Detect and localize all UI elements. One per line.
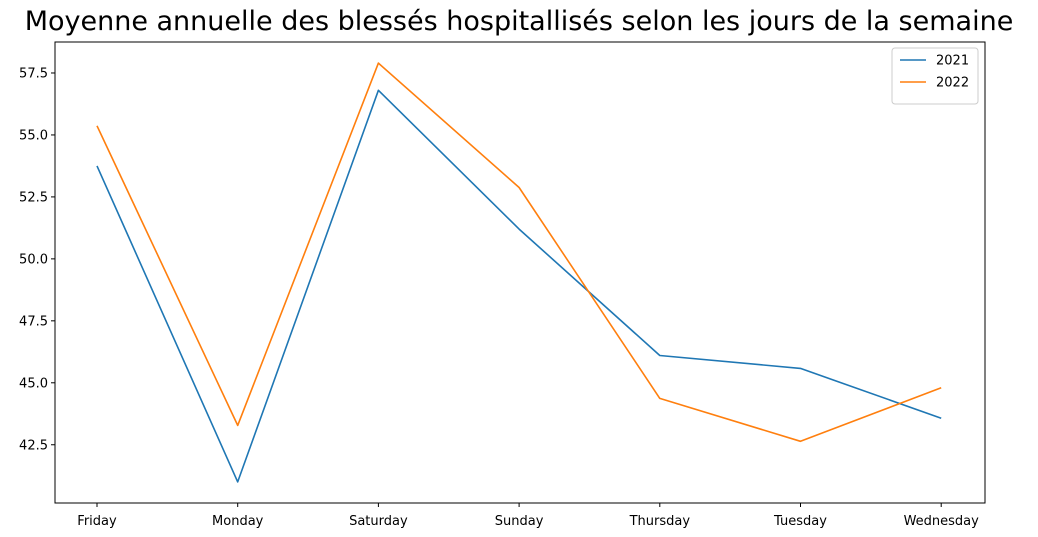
x-tick-label: Thursday [629, 514, 691, 529]
legend-box [891, 47, 979, 105]
legend-label-2021: 2021 [936, 54, 969, 69]
y-tick-label: 42.5 [19, 438, 48, 453]
x-tick-label: Friday [77, 514, 117, 529]
y-tick-label: 45.0 [19, 376, 48, 391]
legend-label-2022: 2022 [936, 76, 969, 91]
series-line-2021 [96, 89, 942, 483]
legend: 2021 2022 [891, 47, 979, 105]
y-axis-ticks: 42.5 45.0 47.5 50.0 52.5 55.0 57.5 [19, 66, 55, 453]
chart-title: Moyenne annuelle des blessés hospitallis… [24, 6, 1014, 37]
y-tick-label: 55.0 [19, 128, 48, 143]
plot-frame [54, 41, 986, 504]
series-lines [96, 62, 942, 483]
series-line-2022 [96, 62, 942, 443]
x-tick-label: Saturday [349, 514, 408, 529]
y-tick-label: 57.5 [19, 66, 48, 81]
y-tick-label: 50.0 [19, 252, 48, 267]
x-tick-label: Sunday [495, 514, 544, 529]
x-tick-label: Wednesday [904, 514, 980, 529]
y-tick-label: 47.5 [19, 314, 48, 329]
x-axis-ticks: Friday Monday Saturday Sunday Thursday Tuesda… [77, 503, 979, 529]
plot-axes [54, 41, 986, 504]
x-tick-label: Monday [212, 514, 264, 529]
y-tick-label: 52.5 [19, 190, 48, 205]
x-tick-label: Tuesday [773, 514, 827, 529]
